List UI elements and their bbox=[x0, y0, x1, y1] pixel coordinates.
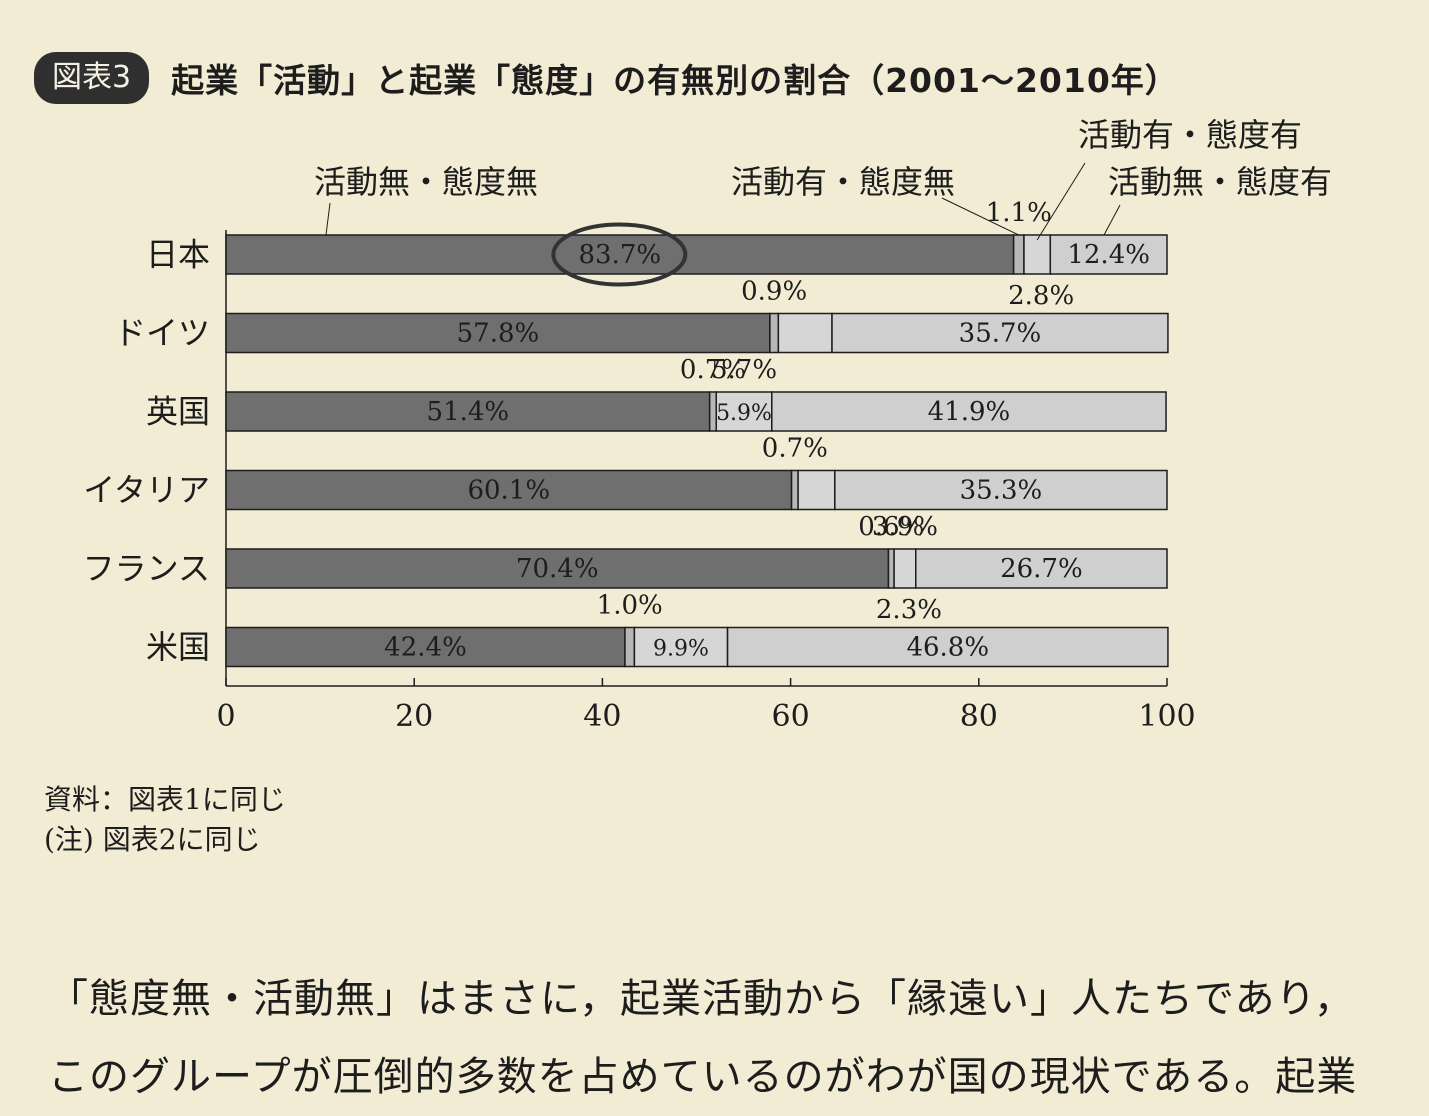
bar-segment bbox=[1012, 234, 1025, 275]
legend-leader-line bbox=[325, 202, 331, 236]
bar-segment bbox=[225, 548, 890, 589]
data-label: 1.0% bbox=[597, 591, 663, 621]
bar-segment bbox=[624, 626, 636, 668]
data-label: 42.4% bbox=[384, 633, 467, 663]
data-label: 35.3% bbox=[960, 476, 1043, 506]
figure-title: 起業「活動」と起業「態度」の有無別の割合（2001〜2010年） bbox=[171, 61, 1179, 100]
bar-segment bbox=[777, 312, 833, 354]
data-label: 1.1% bbox=[986, 198, 1052, 228]
data-label: 70.4% bbox=[516, 554, 599, 584]
data-label: 5.9% bbox=[716, 401, 772, 426]
bar-segment bbox=[790, 469, 799, 511]
figure-notes: 資料：図表1に同じ (注) 図表2に同じ bbox=[44, 780, 286, 860]
body-line-2: このグループが圧倒的多数を占めているのがわが国の現状である。起業 bbox=[48, 1054, 1358, 1100]
data-label: 3.9% bbox=[872, 512, 938, 542]
body-line-1: 「態度無・活動無」はまさに，起業活動から「縁遠い」人たちであり， bbox=[48, 976, 1355, 1022]
data-label: 83.7% bbox=[579, 240, 662, 270]
bar-segment bbox=[771, 391, 1167, 432]
source-note: 資料：図表1に同じ bbox=[44, 783, 286, 816]
x-tick-label: 60 bbox=[772, 699, 810, 734]
data-label: 2.8% bbox=[1008, 281, 1074, 311]
data-label: 35.7% bbox=[959, 319, 1042, 349]
category-label: 英国 bbox=[146, 392, 210, 430]
data-label: 57.8% bbox=[457, 319, 540, 349]
bar-segment bbox=[1049, 234, 1168, 275]
data-label: 5.7% bbox=[711, 355, 777, 385]
bar-segment bbox=[769, 312, 780, 354]
bar-segment bbox=[225, 312, 771, 354]
x-tick-label: 0 bbox=[216, 699, 235, 734]
bar-segment bbox=[831, 312, 1169, 354]
category-label: ドイツ bbox=[114, 314, 210, 352]
legend-leader-line bbox=[1103, 204, 1121, 236]
bar-segment bbox=[225, 469, 793, 511]
data-label: 0.7% bbox=[762, 434, 828, 464]
data-label: 26.7% bbox=[1000, 554, 1083, 584]
remark-note: (注) 図表2に同じ bbox=[44, 823, 261, 856]
category-label: イタリア bbox=[83, 471, 210, 509]
highlight-circle bbox=[551, 222, 688, 287]
data-label: 0.9% bbox=[741, 277, 807, 307]
legend-activity-no-attitude: 活動有・態度無 bbox=[731, 163, 955, 201]
data-label: 2.3% bbox=[876, 595, 942, 625]
bar-segment bbox=[834, 469, 1168, 511]
data-label: 0.7% bbox=[680, 355, 746, 385]
data-label: 41.9% bbox=[928, 397, 1011, 427]
x-tick-label: 20 bbox=[395, 699, 433, 734]
legend-no-activity-no-attitude: 活動無・態度無 bbox=[314, 163, 538, 201]
bar-segment bbox=[715, 391, 773, 432]
category-label: フランス bbox=[83, 549, 210, 587]
category-label: 米国 bbox=[146, 628, 210, 666]
data-label: 9.9% bbox=[653, 637, 709, 662]
x-tick-label: 80 bbox=[960, 699, 998, 734]
legend-no-activity-attitude: 活動無・態度有 bbox=[1108, 163, 1332, 201]
bar-segment bbox=[225, 234, 1015, 275]
category-label: 日本 bbox=[146, 235, 210, 273]
bar-segment bbox=[726, 626, 1169, 668]
bar-segment bbox=[893, 548, 917, 589]
data-label: 46.8% bbox=[906, 633, 989, 663]
bar-segment bbox=[1023, 234, 1052, 275]
data-label: 12.4% bbox=[1067, 240, 1150, 270]
legend-leader-line bbox=[1036, 162, 1086, 241]
data-label: 60.1% bbox=[467, 476, 550, 506]
figure-badge: 図表3 bbox=[34, 52, 150, 104]
bar-segment bbox=[915, 548, 1168, 589]
bar-segment bbox=[887, 548, 895, 589]
x-tick-label: 40 bbox=[583, 699, 621, 734]
data-label: 51.4% bbox=[427, 397, 510, 427]
bar-segment bbox=[633, 626, 729, 668]
legend-activity-attitude: 活動有・態度有 bbox=[1078, 116, 1302, 154]
bar-segment bbox=[225, 626, 626, 668]
body-paragraph: 「態度無・活動無」はまさに，起業活動から「縁遠い」人たちであり， このグループが… bbox=[48, 960, 1357, 1116]
x-tick-label: 100 bbox=[1138, 699, 1195, 734]
legend-leader-line bbox=[941, 197, 1020, 236]
bar-segment bbox=[797, 469, 836, 511]
data-label: 0.6% bbox=[858, 512, 924, 542]
figure-header: 図表3 起業「活動」と起業「態度」の有無別の割合（2001〜2010年） bbox=[34, 42, 1179, 114]
